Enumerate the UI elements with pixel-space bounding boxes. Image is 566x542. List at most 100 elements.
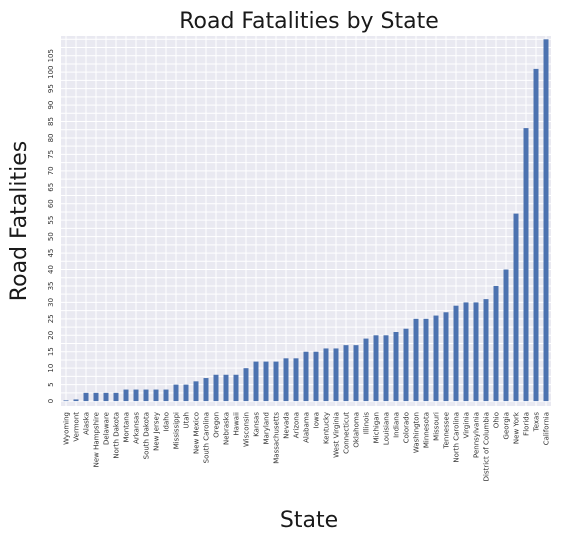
x-tick-label: Oregon	[213, 412, 221, 438]
x-tick-labels: Wyoming Vermont Alaska New Hampshire Delawar…	[63, 411, 551, 481]
y-tick-label: 35	[47, 281, 55, 290]
x-tick-label: Alaska	[83, 412, 91, 435]
y-tick-label: 65	[47, 183, 55, 192]
bar-alabama	[304, 352, 309, 401]
bar-south-dakota	[144, 390, 149, 402]
x-tick-label: Montana	[123, 412, 131, 443]
bar-virginia	[464, 302, 469, 401]
x-tick-label: Louisiana	[383, 412, 391, 445]
y-tick-label: 95	[47, 84, 55, 93]
bar-kentucky	[324, 348, 329, 401]
chart-title: Road Fatalities by State	[179, 9, 439, 34]
x-tick-label: Pennsylvania	[473, 412, 481, 458]
bar-west-virginia	[334, 348, 339, 401]
y-tick-label: 90	[47, 101, 55, 110]
bar-district-of-columbia	[484, 299, 489, 401]
x-tick-label: Missouri	[433, 412, 441, 441]
bar-north-dakota	[114, 393, 119, 401]
bar-south-carolina	[204, 378, 209, 401]
x-tick-label: Georgia	[503, 412, 511, 439]
x-tick-label: Florida	[523, 412, 531, 436]
bar-missouri	[434, 316, 439, 402]
x-tick-label: Tennessee	[443, 412, 451, 449]
x-tick-label: Oklahoma	[353, 412, 361, 448]
bar-montana	[124, 390, 129, 402]
bar-north-carolina	[454, 306, 459, 401]
y-tick-label: 45	[47, 249, 55, 258]
y-tick-label: 105	[47, 49, 55, 62]
x-tick-label: Alabama	[303, 412, 311, 443]
x-tick-label: Washington	[413, 412, 421, 453]
bar-oregon	[214, 375, 219, 401]
x-tick-label: Illinois	[363, 412, 371, 435]
bar-oklahoma	[354, 345, 359, 401]
x-tick-label: Indiana	[393, 412, 401, 438]
bar-idaho	[164, 390, 169, 402]
bar-iowa	[314, 352, 319, 401]
x-tick-label: New Hampshire	[93, 412, 101, 467]
x-tick-label: Maryland	[263, 412, 271, 444]
x-tick-label: Wisconsin	[243, 412, 251, 447]
y-tick-label: 50	[47, 232, 55, 241]
bar-alaska	[84, 393, 89, 401]
y-tick-label: 10	[47, 364, 55, 373]
x-tick-label: Connecticut	[343, 412, 351, 454]
x-tick-label: Minnesota	[423, 412, 431, 448]
bar-wyoming	[64, 400, 69, 401]
y-tick-label: 85	[47, 117, 55, 126]
bar-massachusetts	[274, 362, 279, 401]
y-axis-label: Road Fatalities	[7, 141, 32, 301]
x-tick-label: Nebraska	[223, 412, 231, 445]
bar-vermont	[74, 399, 79, 401]
x-tick-label: Ohio	[493, 412, 501, 428]
bar-maryland	[264, 362, 269, 401]
x-tick-label: North Carolina	[453, 412, 461, 463]
y-tick-label: 80	[47, 133, 55, 142]
x-tick-label: Arkansas	[133, 412, 141, 444]
y-tick-label: 15	[47, 347, 55, 356]
bar-new-jersey	[154, 390, 159, 402]
bar-delaware	[104, 393, 109, 401]
bar-minnesota	[424, 319, 429, 401]
bar-tennessee	[444, 312, 449, 401]
x-tick-label: New Jersey	[153, 412, 161, 451]
x-tick-label: Arizona	[293, 412, 301, 438]
y-tick-label: 60	[47, 199, 55, 208]
x-tick-label: Utah	[183, 412, 191, 429]
bar-colorado	[404, 329, 409, 401]
x-tick-label: Kentucky	[323, 412, 331, 444]
bar-wisconsin	[244, 368, 249, 401]
x-tick-label: Mississippi	[173, 412, 181, 449]
x-tick-label: South Dakota	[143, 412, 151, 459]
x-axis-label: State	[280, 508, 338, 533]
bar-indiana	[394, 332, 399, 401]
bar-connecticut	[344, 345, 349, 401]
bar-nevada	[284, 358, 289, 401]
y-tick-label: 70	[47, 166, 55, 175]
bar-ohio	[494, 286, 499, 401]
x-tick-label: Kansas	[253, 412, 261, 437]
y-tick-label: 75	[47, 150, 55, 159]
bar-nebraska	[224, 375, 229, 401]
x-tick-label: District of Columbia	[483, 412, 491, 481]
bar-georgia	[504, 270, 509, 402]
x-tick-label: South Carolina	[203, 412, 211, 463]
y-tick-label: 0	[47, 399, 55, 403]
bar-florida	[524, 128, 529, 401]
y-tick-label: 100	[47, 65, 55, 78]
y-tick-label: 5	[47, 382, 55, 386]
bar-arizona	[294, 358, 299, 401]
x-tick-label: Virginia	[463, 412, 471, 438]
bar-arkansas	[134, 390, 139, 402]
y-tick-label: 55	[47, 216, 55, 225]
x-tick-label: Massachusetts	[273, 412, 281, 464]
bar-new-hampshire	[94, 393, 99, 401]
y-tick-label: 20	[47, 331, 55, 340]
x-tick-label: West Virginia	[333, 412, 341, 458]
bar-california	[544, 39, 549, 401]
x-tick-label: Michigan	[373, 412, 381, 443]
x-tick-label: Colorado	[403, 412, 411, 443]
x-tick-label: Delaware	[103, 412, 111, 445]
x-tick-label: New Mexico	[193, 412, 201, 454]
